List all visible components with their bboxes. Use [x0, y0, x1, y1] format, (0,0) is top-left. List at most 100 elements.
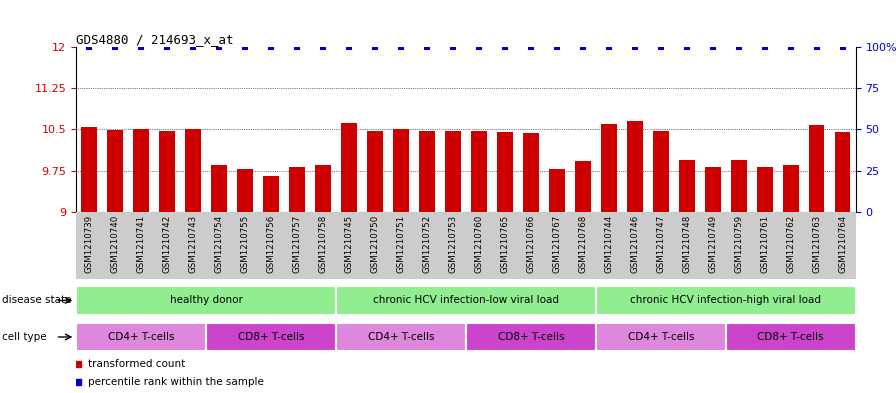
Text: CD4+ T-cells: CD4+ T-cells: [367, 332, 435, 342]
Text: GDS4880 / 214693_x_at: GDS4880 / 214693_x_at: [76, 33, 234, 46]
Bar: [596, 323, 726, 351]
Point: [628, 44, 642, 50]
Point: [420, 44, 435, 50]
Point: [108, 44, 123, 50]
Text: GSM1210764: GSM1210764: [838, 215, 848, 274]
Point: [706, 44, 720, 50]
Bar: [601, 124, 616, 212]
Text: GSM1210766: GSM1210766: [526, 215, 536, 274]
Bar: [627, 121, 642, 212]
Bar: [82, 127, 97, 212]
Point: [498, 44, 513, 50]
Point: [758, 44, 772, 50]
Point: [82, 44, 97, 50]
Point: [810, 44, 824, 50]
Point: [290, 44, 305, 50]
Text: GSM1210748: GSM1210748: [682, 215, 692, 274]
Text: GSM1210767: GSM1210767: [552, 215, 562, 274]
Text: GSM1210755: GSM1210755: [240, 215, 250, 274]
Bar: [237, 169, 253, 212]
Bar: [289, 167, 305, 212]
Text: cell type: cell type: [2, 332, 47, 342]
Bar: [134, 129, 149, 212]
Bar: [653, 131, 668, 212]
Bar: [185, 129, 201, 212]
Text: GSM1210752: GSM1210752: [422, 215, 432, 274]
Text: percentile rank within the sample: percentile rank within the sample: [88, 377, 263, 387]
Point: [238, 44, 253, 50]
Text: chronic HCV infection-low viral load: chronic HCV infection-low viral load: [373, 296, 559, 305]
Text: GSM1210756: GSM1210756: [266, 215, 276, 274]
Point: [368, 44, 383, 50]
Point: [524, 44, 538, 50]
Point: [186, 44, 201, 50]
Point: [836, 44, 850, 50]
Point: [576, 44, 590, 50]
Bar: [731, 160, 746, 212]
Bar: [835, 132, 850, 212]
Bar: [705, 167, 720, 212]
Bar: [549, 169, 564, 212]
Bar: [809, 125, 824, 212]
Point: [784, 44, 798, 50]
Bar: [159, 131, 175, 212]
Bar: [336, 323, 466, 351]
Bar: [466, 323, 596, 351]
Bar: [679, 160, 694, 212]
Text: GSM1210750: GSM1210750: [370, 215, 380, 274]
Text: GSM1210745: GSM1210745: [344, 215, 354, 274]
Point: [394, 44, 409, 50]
Text: healthy donor: healthy donor: [169, 296, 243, 305]
Text: GSM1210746: GSM1210746: [630, 215, 640, 274]
Point: [212, 44, 227, 50]
Point: [732, 44, 746, 50]
Text: GSM1210742: GSM1210742: [162, 215, 172, 274]
Text: CD8+ T-cells: CD8+ T-cells: [497, 332, 564, 342]
Text: CD8+ T-cells: CD8+ T-cells: [237, 332, 305, 342]
Point: [654, 44, 668, 50]
Text: transformed count: transformed count: [88, 359, 185, 369]
Text: CD4+ T-cells: CD4+ T-cells: [108, 332, 175, 342]
Text: GSM1210739: GSM1210739: [84, 215, 94, 273]
Point: [446, 44, 461, 50]
Text: GSM1210751: GSM1210751: [396, 215, 406, 274]
Text: CD4+ T-cells: CD4+ T-cells: [627, 332, 694, 342]
Point: [472, 44, 487, 50]
Text: CD8+ T-cells: CD8+ T-cells: [757, 332, 824, 342]
Point: [264, 44, 279, 50]
Text: GSM1210741: GSM1210741: [136, 215, 146, 274]
Bar: [596, 286, 856, 314]
Bar: [445, 132, 461, 212]
Bar: [211, 165, 227, 212]
Bar: [76, 323, 206, 351]
Text: GSM1210743: GSM1210743: [188, 215, 198, 274]
Point: [342, 44, 357, 50]
Point: [680, 44, 694, 50]
Text: GSM1210757: GSM1210757: [292, 215, 302, 274]
Text: GSM1210762: GSM1210762: [786, 215, 796, 274]
Text: GSM1210744: GSM1210744: [604, 215, 614, 274]
Text: GSM1210753: GSM1210753: [448, 215, 458, 274]
Text: GSM1210765: GSM1210765: [500, 215, 510, 274]
Bar: [341, 123, 357, 212]
Point: [160, 44, 175, 50]
Text: GSM1210768: GSM1210768: [578, 215, 588, 274]
Bar: [726, 323, 856, 351]
Text: GSM1210749: GSM1210749: [708, 215, 718, 273]
Bar: [315, 165, 331, 212]
Bar: [108, 130, 123, 212]
Bar: [575, 161, 590, 212]
Bar: [783, 165, 798, 212]
Bar: [393, 129, 409, 212]
Text: GSM1210761: GSM1210761: [760, 215, 770, 274]
Point: [550, 44, 564, 50]
Text: GSM1210758: GSM1210758: [318, 215, 328, 274]
Text: GSM1210759: GSM1210759: [734, 215, 744, 273]
Text: GSM1210754: GSM1210754: [214, 215, 224, 274]
Bar: [206, 323, 336, 351]
Bar: [336, 286, 596, 314]
Text: disease state: disease state: [2, 296, 72, 305]
Bar: [367, 131, 383, 212]
Bar: [76, 286, 336, 314]
Point: [602, 44, 616, 50]
